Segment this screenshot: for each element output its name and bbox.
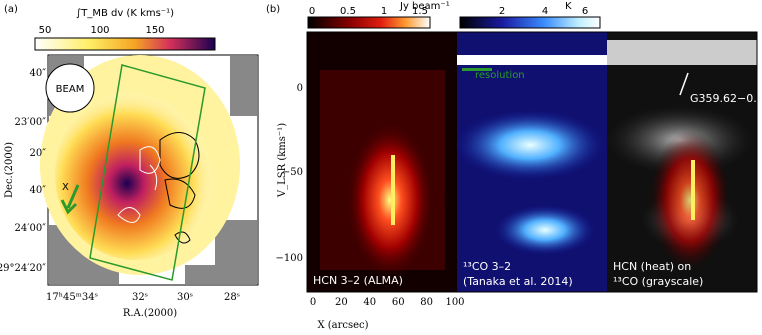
colorbar-unit: K: [565, 1, 572, 12]
colorbar-unit: Jy beam⁻¹: [399, 1, 450, 12]
colorbar-tick: 2: [499, 6, 505, 17]
co-panel: [455, 32, 607, 292]
x-tick-label: 28ˢ: [224, 292, 240, 303]
resolution-label: resolution: [475, 70, 525, 81]
panel-caption: HCN 3–2 (ALMA): [313, 274, 403, 287]
y-label: V_LSR (kms⁻¹): [277, 123, 288, 198]
colorbar-tick: 150: [145, 25, 164, 36]
colorbar: [307, 16, 431, 29]
frame: [306, 31, 758, 293]
panel-label: (a): [4, 4, 18, 15]
colorbar-tick: 100: [90, 25, 109, 36]
colorbar-label: ∫T_MB dv (K kms⁻¹): [76, 8, 174, 19]
x-tick-label: 32ˢ: [132, 292, 148, 303]
y-tick-label: −50: [282, 167, 303, 178]
colorbar-tick: 1: [381, 6, 387, 17]
y-tick-label: −100: [276, 253, 303, 264]
colorbar-tick: 50: [39, 25, 52, 36]
y-tick-label: 40″: [30, 185, 47, 196]
colorbar-tick: 0: [309, 6, 315, 17]
colorbar: [459, 16, 601, 29]
y-tick-label: 0: [297, 83, 303, 94]
y-tick-label: −29°24′20″: [0, 263, 46, 274]
colorbar: [34, 37, 216, 51]
x-tick-label: 60: [392, 297, 405, 308]
x-label: X (arcsec): [317, 320, 368, 331]
marker-label: X: [62, 182, 69, 193]
x-tick-label: 17ʰ45ᵐ34ˢ: [46, 292, 98, 303]
y-tick-label: 23′00″: [15, 117, 47, 128]
panel-caption: (Tanaka et al. 2014): [463, 275, 573, 288]
panel-caption: HCN (heat) on: [613, 260, 691, 273]
panel-caption: ¹³CO 3–2: [463, 260, 511, 273]
panel-caption: ¹³CO (grayscale): [613, 275, 703, 288]
x-tick-label: 40: [363, 297, 376, 308]
source-label: G359.62−0.24: [690, 92, 762, 105]
emission-peak: [55, 90, 215, 260]
beam: [45, 63, 95, 113]
x-tick-label: 0: [310, 297, 316, 308]
hcn-panel: [307, 32, 457, 292]
y-tick-label: 40″: [30, 68, 47, 79]
x-label: R.A.(2000): [123, 308, 177, 319]
x-tick-label: 30ˢ: [177, 292, 193, 303]
x-tick-label: 20: [335, 297, 348, 308]
overlay-panel: [605, 32, 757, 292]
y-label: Dec.(2000): [4, 142, 15, 198]
y-tick-label: 24′00″: [15, 223, 47, 234]
arrow: [60, 184, 80, 215]
colorbar-tick: 6: [582, 6, 588, 17]
x-tick-label: 100: [445, 297, 464, 308]
slit-box: [89, 64, 206, 281]
y-tick-label: 20″: [30, 148, 47, 159]
contours-white: [117, 146, 161, 223]
panel-label: (b): [266, 4, 280, 15]
colorbar-tick: 4: [542, 6, 548, 17]
colorbar-tick: 0.5: [340, 6, 356, 17]
x-tick-label: 80: [420, 297, 433, 308]
beam-label: BEAM: [56, 84, 85, 95]
colorbar-tick: 1.5: [412, 6, 428, 17]
